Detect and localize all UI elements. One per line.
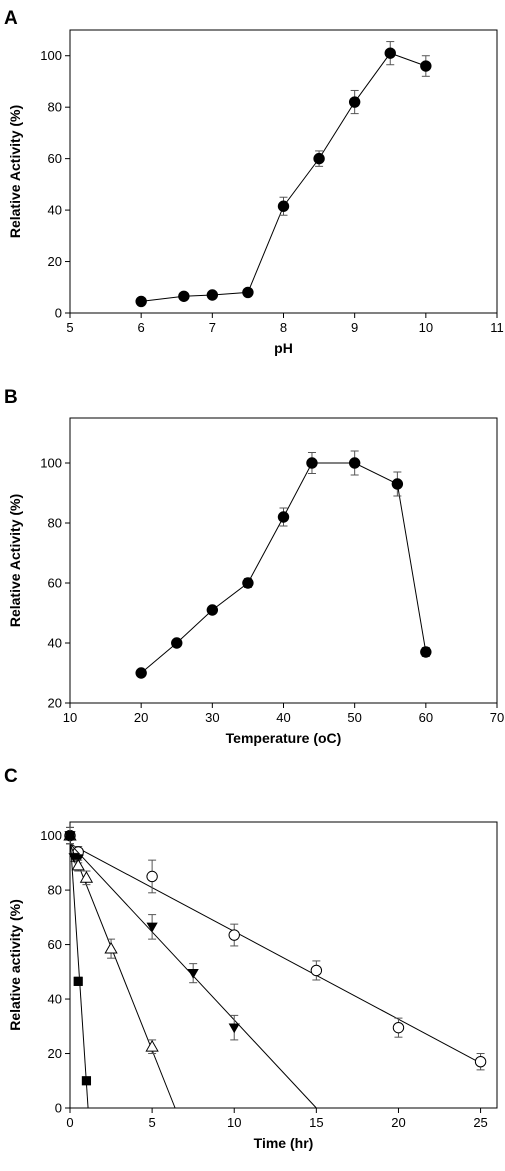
x-tick-label: 25 (473, 1115, 487, 1130)
data-point (384, 47, 396, 59)
panel-letter: C (4, 766, 18, 787)
panel-letter: B (4, 387, 18, 408)
x-tick-label: 50 (347, 710, 361, 725)
y-tick-label: 40 (48, 636, 62, 651)
y-tick-label: 60 (48, 151, 62, 166)
data-point (73, 976, 83, 986)
data-point (187, 968, 199, 979)
panel-letter: A (4, 8, 18, 29)
data-point (420, 60, 432, 72)
x-tick-label: 70 (490, 710, 504, 725)
plot-frame (69, 821, 498, 1109)
chart-panel-c: C 0 5 10 15 20 25 0 20 40 60 80 100 Time (hr) Relative… (4, 766, 498, 1151)
data-point (171, 637, 183, 649)
x-tick-label: 6 (138, 320, 145, 335)
data-point (206, 289, 219, 301)
y-tick-label: 0 (55, 306, 62, 321)
x-tick-label: 9 (351, 320, 358, 335)
series-line (141, 52, 427, 302)
data-point (228, 1023, 240, 1034)
y-tick-label: 80 (48, 100, 62, 115)
y-tick-label: 20 (48, 254, 62, 269)
series-filled-triangle-down (64, 826, 317, 1109)
x-tick-label: 7 (209, 320, 216, 335)
fit-line (69, 843, 481, 1064)
data-point (242, 577, 254, 589)
x-tick-label: 10 (63, 710, 77, 725)
plot-frame (69, 417, 498, 704)
data-point (348, 96, 361, 108)
x-tick-label: 5 (148, 1115, 155, 1130)
y-axis-title: Relative Activity (%) (7, 105, 23, 238)
series-filled-square (65, 826, 92, 1109)
data-point (135, 667, 147, 679)
x-axis-title: Temperature (oC) (226, 730, 342, 746)
y-tick-label: 20 (48, 1046, 62, 1061)
data-point (178, 290, 190, 302)
x-tick-label: 20 (391, 1115, 405, 1130)
data-point (306, 457, 318, 469)
x-tick-label: 30 (205, 710, 219, 725)
x-axis-title: pH (274, 340, 293, 356)
data-point (348, 457, 361, 469)
data-point (420, 646, 432, 658)
data-point (146, 922, 158, 933)
y-tick-label: 80 (48, 883, 62, 898)
data-point (310, 964, 323, 977)
y-tick-label: 100 (40, 456, 62, 471)
data-point (71, 858, 85, 871)
data-point (277, 200, 290, 212)
y-tick-label: 40 (48, 992, 62, 1007)
x-tick-label: 0 (66, 1115, 73, 1130)
data-point (104, 941, 118, 954)
data-point (145, 1039, 159, 1052)
data-point (79, 871, 94, 883)
y-axis-title: Relative activity (%) (7, 899, 23, 1031)
series-open-triangle-up (63, 826, 176, 1109)
x-tick-label: 10 (227, 1115, 241, 1130)
x-tick-label: 11 (490, 320, 504, 335)
y-tick-label: 100 (40, 828, 62, 843)
series-open-circle (64, 826, 487, 1071)
chart-panel-a: A 5 6 7 8 9 10 11 0 20 40 60 80 100 pH Relative Activit… (4, 8, 504, 356)
y-tick-label: 60 (48, 576, 62, 591)
x-tick-label: 40 (276, 710, 290, 725)
data-point (242, 286, 254, 299)
x-tick-label: 60 (419, 710, 433, 725)
data-point (391, 478, 404, 490)
data-point (206, 604, 219, 616)
data-point (277, 511, 290, 523)
x-tick-label: 20 (134, 710, 148, 725)
x-axis-title: Time (hr) (254, 1135, 314, 1151)
data-point (65, 831, 75, 841)
y-tick-label: 20 (48, 696, 62, 711)
y-tick-label: 0 (55, 1101, 62, 1116)
x-tick-label: 5 (66, 320, 73, 335)
data-point (228, 929, 240, 941)
data-point (146, 870, 158, 883)
y-tick-label: 40 (48, 203, 62, 218)
series-line (140, 462, 427, 674)
data-point (81, 1076, 92, 1086)
series-filled-circle (135, 450, 432, 679)
y-tick-label: 60 (48, 937, 62, 952)
series-filled-circle (135, 41, 432, 308)
x-tick-label: 15 (309, 1115, 323, 1130)
data-point (313, 152, 325, 165)
y-tick-label: 80 (48, 516, 62, 531)
data-point (474, 1055, 487, 1068)
plot-frame (69, 29, 498, 314)
x-tick-label: 8 (280, 320, 287, 335)
y-tick-label: 100 (40, 48, 62, 63)
y-axis-title: Relative Activity (%) (7, 494, 23, 627)
x-tick-label: 10 (419, 320, 433, 335)
data-point (135, 295, 147, 308)
data-point (392, 1021, 405, 1034)
fit-line (69, 843, 176, 1109)
fit-line (69, 835, 89, 1109)
